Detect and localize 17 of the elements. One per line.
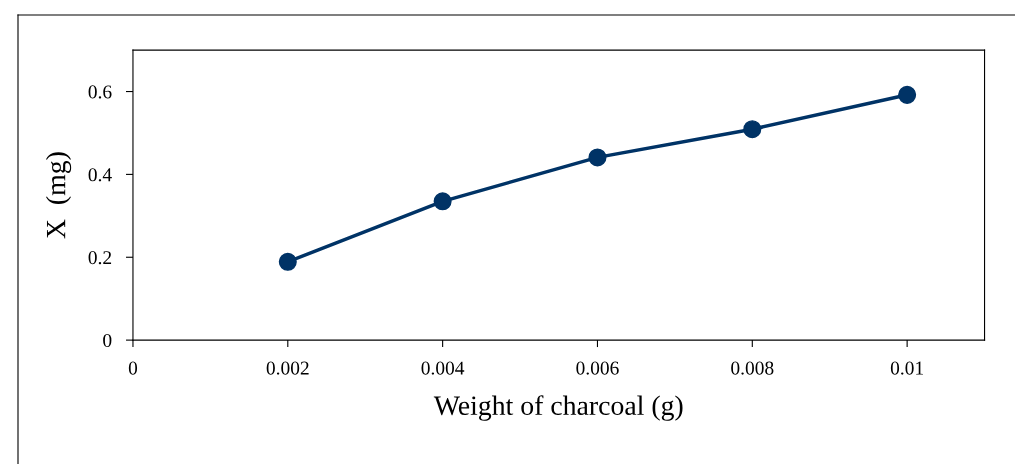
- point: [433, 192, 452, 211]
- y-tick-label: 0.2: [88, 251, 112, 265]
- y-tick-label: 0.6: [88, 85, 112, 99]
- y-axis-title: X (mg): [45, 152, 72, 239]
- x-tick-label: 0.008: [731, 361, 774, 375]
- x-tick-label: 0.006: [576, 361, 619, 375]
- x-tick-label: 0.01: [890, 361, 923, 375]
- point: [898, 85, 917, 104]
- x-tick-label: 0: [128, 361, 138, 375]
- x-tick-label: 0.004: [421, 361, 465, 375]
- point: [743, 120, 762, 139]
- x-tick-label: 0.002: [266, 361, 309, 375]
- y-tick-label: 0.4: [88, 168, 112, 182]
- point: [588, 148, 607, 167]
- y-tick-label: 0: [103, 333, 112, 348]
- point: [278, 252, 297, 271]
- x-axis-title: Weight of charcoal (g): [433, 395, 683, 421]
